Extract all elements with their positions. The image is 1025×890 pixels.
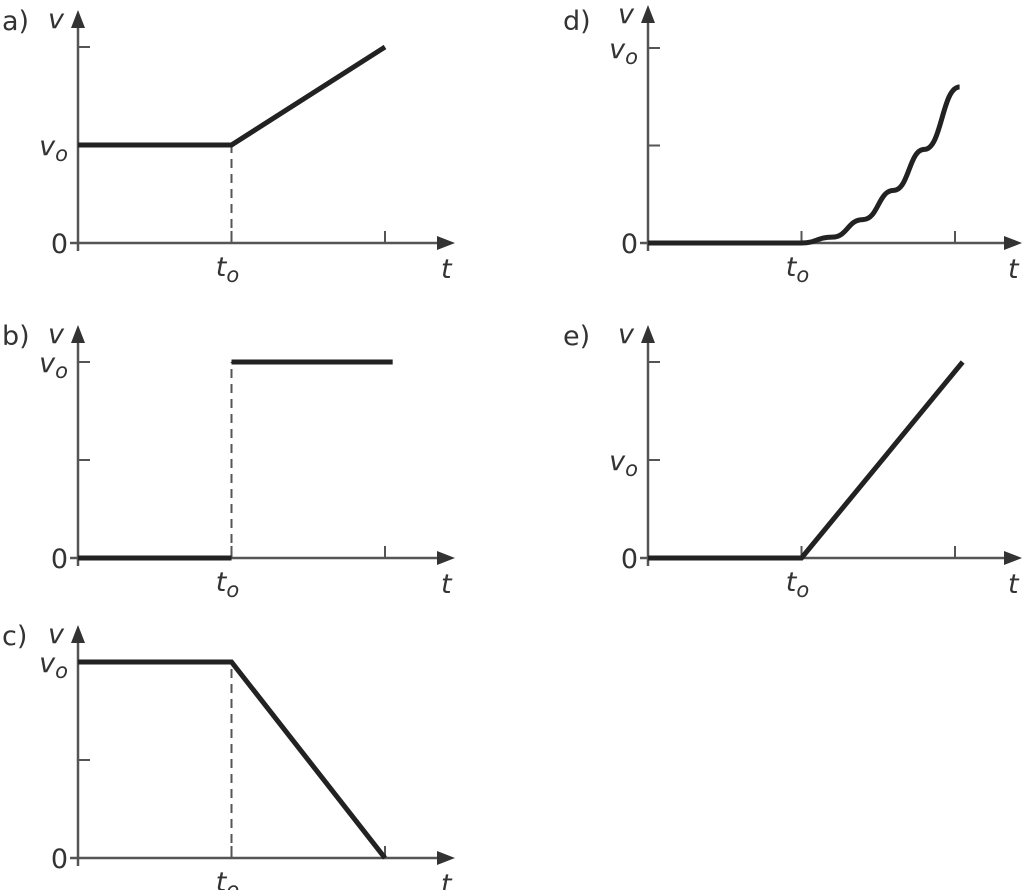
y-tick-label-main: 0 xyxy=(621,544,638,575)
y-tick-label: vo xyxy=(609,34,638,69)
y-axis-arrow-icon xyxy=(641,5,655,23)
y-tick-label: vo xyxy=(609,446,638,481)
x-tick-label: to xyxy=(786,567,809,602)
y-axis-label: v xyxy=(48,319,65,350)
velocity-line xyxy=(648,84,961,246)
x-tick-label-subscript: o xyxy=(226,878,239,890)
x-tick-label-main: t xyxy=(786,567,798,598)
x-axis-label: t xyxy=(441,569,453,600)
x-tick-label: to xyxy=(216,867,239,890)
y-tick-label: vo xyxy=(39,648,68,683)
y-tick-label-main: v xyxy=(39,348,56,379)
y-axis-arrow-icon xyxy=(71,625,85,643)
y-tick-label: vo xyxy=(39,348,68,383)
x-tick-label-main: t xyxy=(216,252,228,283)
y-tick-label-main: v xyxy=(609,34,626,65)
x-axis-label: t xyxy=(441,254,453,285)
y-tick-label-subscript: o xyxy=(625,457,638,481)
x-axis-arrow-icon xyxy=(437,551,455,565)
velocity-line xyxy=(78,659,387,860)
x-axis-arrow-icon xyxy=(1004,551,1022,565)
y-axis-label: v xyxy=(618,0,635,30)
y-tick-label-main: 0 xyxy=(51,544,68,575)
x-axis-label: t xyxy=(1008,569,1020,600)
panel-label: c) xyxy=(2,621,27,652)
panel-label: e) xyxy=(563,321,590,352)
y-tick-label: 0 xyxy=(51,229,68,260)
x-tick-label-main: t xyxy=(216,867,228,890)
x-tick-label: to xyxy=(216,252,239,287)
y-tick-label-subscript: o xyxy=(55,359,68,383)
x-tick-label-subscript: o xyxy=(226,263,239,287)
y-tick-label-main: v xyxy=(609,446,626,477)
velocity-line xyxy=(78,44,387,148)
y-tick-label: 0 xyxy=(51,544,68,575)
y-axis-label: v xyxy=(618,319,635,350)
y-tick-label-main: 0 xyxy=(51,229,68,260)
x-axis-arrow-icon xyxy=(437,851,455,865)
y-axis-arrow-icon xyxy=(71,325,85,343)
x-tick-label-main: t xyxy=(786,252,798,283)
velocity-line xyxy=(648,360,965,561)
y-tick-label: vo xyxy=(39,131,68,166)
y-tick-label-main: 0 xyxy=(51,844,68,875)
y-tick-label-subscript: o xyxy=(625,45,638,69)
y-tick-label-subscript: o xyxy=(55,142,68,166)
y-tick-label-main: v xyxy=(39,131,56,162)
panel-label: a) xyxy=(2,6,29,37)
y-axis-arrow-icon xyxy=(641,325,655,343)
x-axis-label: t xyxy=(441,869,453,890)
x-tick-label-subscript: o xyxy=(796,578,809,602)
y-axis-label: v xyxy=(48,4,65,35)
y-tick-label-subscript: o xyxy=(55,659,68,683)
y-axis-label: v xyxy=(48,619,65,650)
y-tick-label: 0 xyxy=(621,229,638,260)
panel-label: b) xyxy=(2,321,30,352)
y-tick-label: 0 xyxy=(51,844,68,875)
y-axis-arrow-icon xyxy=(71,10,85,28)
x-tick-label: to xyxy=(786,252,809,287)
x-tick-label-main: t xyxy=(216,567,228,598)
y-tick-label-main: v xyxy=(39,648,56,679)
x-tick-label-subscript: o xyxy=(226,578,239,602)
x-axis-arrow-icon xyxy=(1004,236,1022,250)
x-tick-label: to xyxy=(216,567,239,602)
x-tick-label-subscript: o xyxy=(796,263,809,287)
y-tick-label-main: 0 xyxy=(621,229,638,260)
panel-label: d) xyxy=(563,6,591,37)
y-tick-label: 0 xyxy=(621,544,638,575)
x-axis-arrow-icon xyxy=(437,236,455,250)
x-axis-label: t xyxy=(1008,254,1020,285)
